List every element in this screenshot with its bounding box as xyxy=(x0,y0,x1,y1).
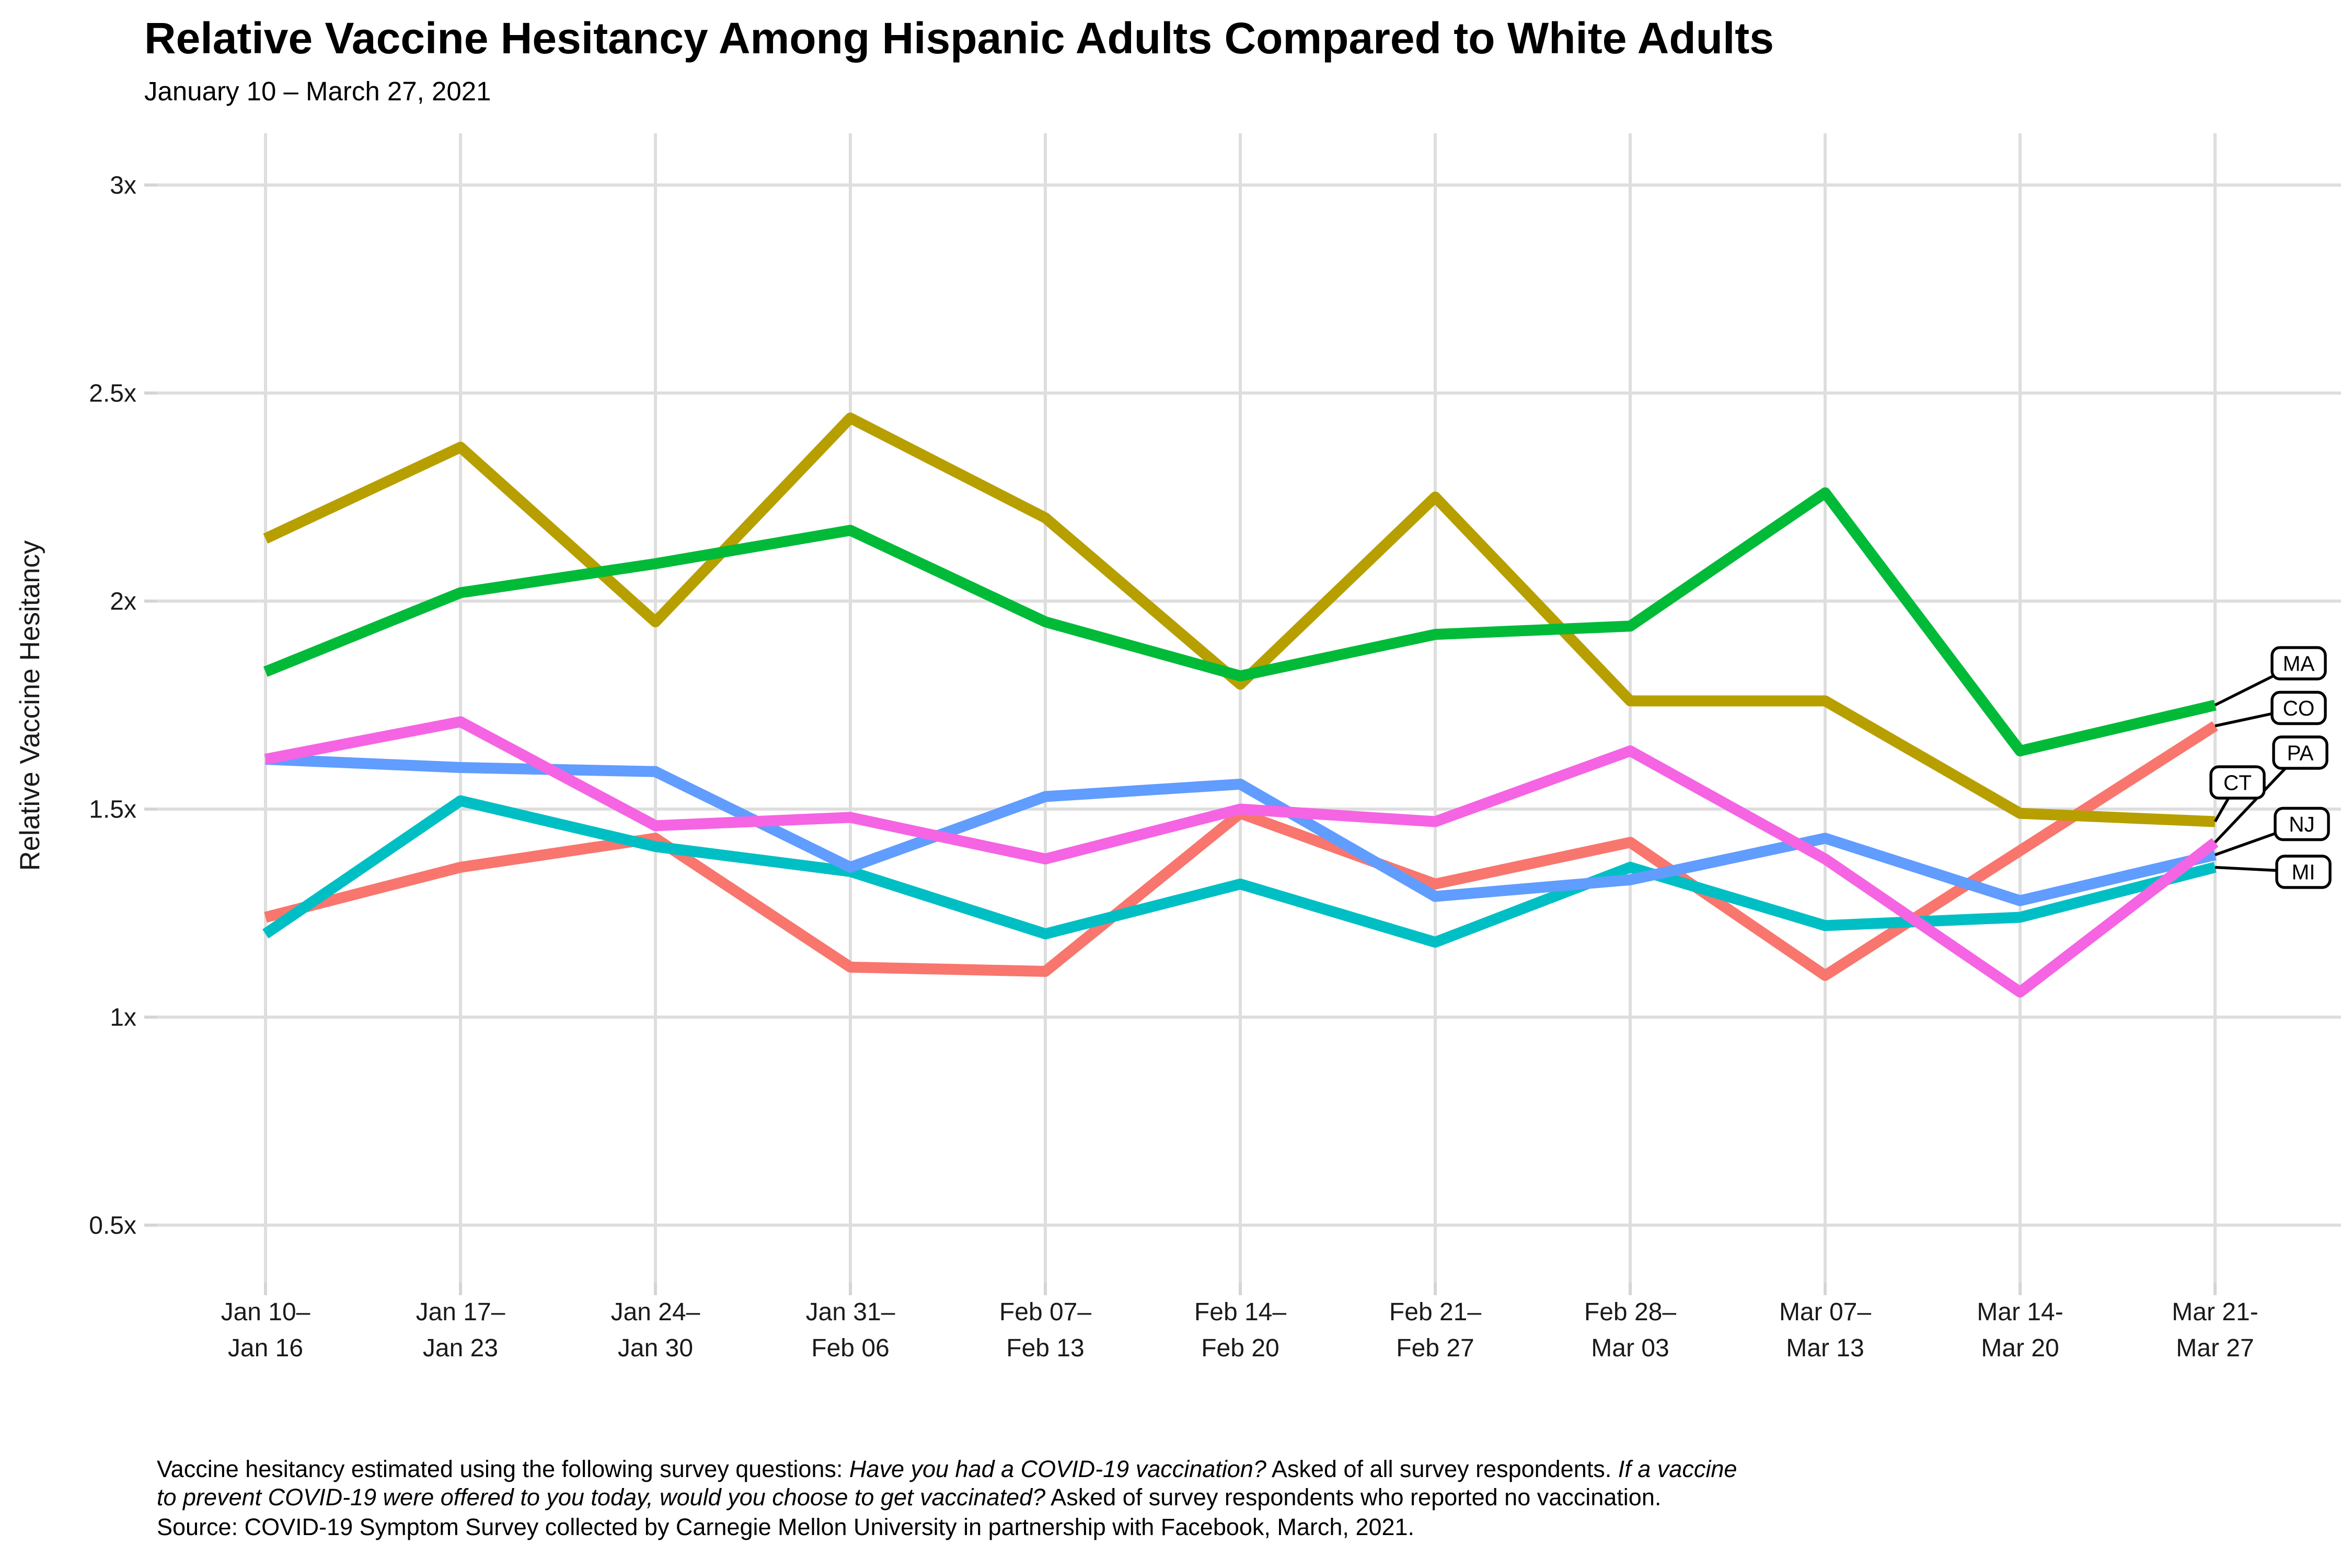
caption-text: Vaccine hesitancy estimated using the fo… xyxy=(157,1457,849,1483)
series-end-label-box-PA xyxy=(2272,735,2328,770)
y-tick-label: 3x xyxy=(110,171,136,199)
x-tick-label: Jan 10– Jan 16 xyxy=(221,1298,310,1362)
x-tick-label: Mar 07– Mar 13 xyxy=(1779,1298,1871,1362)
chart-caption: Vaccine hesitancy estimated using the fo… xyxy=(157,1457,2289,1543)
x-tick-label: Feb 14– Feb 20 xyxy=(1194,1298,1286,1362)
series-end-label-CO: CO xyxy=(2283,696,2315,720)
series-end-label-MA: MA xyxy=(2283,651,2315,675)
caption-text: Asked of all survey respondents. xyxy=(1266,1457,1618,1483)
series-end-label-box-NJ xyxy=(2274,806,2330,841)
series-end-label-PA: PA xyxy=(2287,741,2313,765)
series-end-label-box-CO xyxy=(2270,690,2327,725)
caption-text-italic: to prevent COVID-19 were offered to you … xyxy=(157,1485,1046,1513)
series-end-label-MI: MI xyxy=(2292,860,2315,884)
x-tick-label: Feb 07– Feb 13 xyxy=(999,1298,1091,1362)
series-line-NJ xyxy=(265,754,2217,906)
y-tick-label: 1.5x xyxy=(89,796,136,824)
x-tick-label: Mar 21-Mar 27 xyxy=(2172,1298,2258,1362)
series-end-label-box-MI xyxy=(2275,855,2332,889)
series-end-label-box-CT xyxy=(2209,765,2266,800)
chart-title: Relative Vaccine Hesitancy Among Hispani… xyxy=(144,14,1774,63)
x-tick-label: Feb 21– Feb 27 xyxy=(1389,1298,1481,1362)
x-tick-label: Mar 14-Mar 20 xyxy=(1977,1298,2063,1362)
caption-text-italic: If a vaccine xyxy=(1618,1457,1737,1483)
caption-text: Asked of survey respondents who reported… xyxy=(1045,1485,1662,1513)
series-end-label-box-MA xyxy=(2270,646,2327,681)
x-tick-label: Jan 31– Feb 06 xyxy=(806,1298,895,1362)
series-line-MA xyxy=(263,487,2217,757)
caption-text: Source: COVID-19 Symptom Survey collecte… xyxy=(157,1514,1415,1541)
series-line-MI xyxy=(262,795,2217,948)
chart-subtitle: January 10 – March 27, 2021 xyxy=(144,77,491,107)
x-tick-label: Feb 28– Mar 03 xyxy=(1584,1298,1676,1362)
series-end-label-CT: CT xyxy=(2223,770,2252,794)
x-tick-label: Jan 17– Jan 23 xyxy=(416,1298,505,1362)
x-tick-label: Jan 24– Jan 30 xyxy=(611,1298,700,1362)
y-tick-label: 2.5x xyxy=(89,379,136,407)
caption-text-italic: Have you had a COVID-19 vaccination? xyxy=(849,1457,1266,1483)
y-tick-label: 2x xyxy=(110,587,136,615)
series-line-PA xyxy=(264,716,2219,998)
series-line-CT xyxy=(263,412,2216,827)
y-tick-label: 0.5x xyxy=(89,1212,136,1240)
caption-line: to prevent COVID-19 were offered to you … xyxy=(157,1485,2289,1514)
caption-line: Vaccine hesitancy estimated using the fo… xyxy=(157,1457,2289,1485)
series-end-label-NJ: NJ xyxy=(2289,812,2315,836)
y-tick-label: 1x xyxy=(110,1004,136,1032)
caption-line: Source: COVID-19 Symptom Survey collecte… xyxy=(157,1514,2289,1543)
y-axis-title: Relative Vaccine Hesitancy xyxy=(15,540,45,871)
